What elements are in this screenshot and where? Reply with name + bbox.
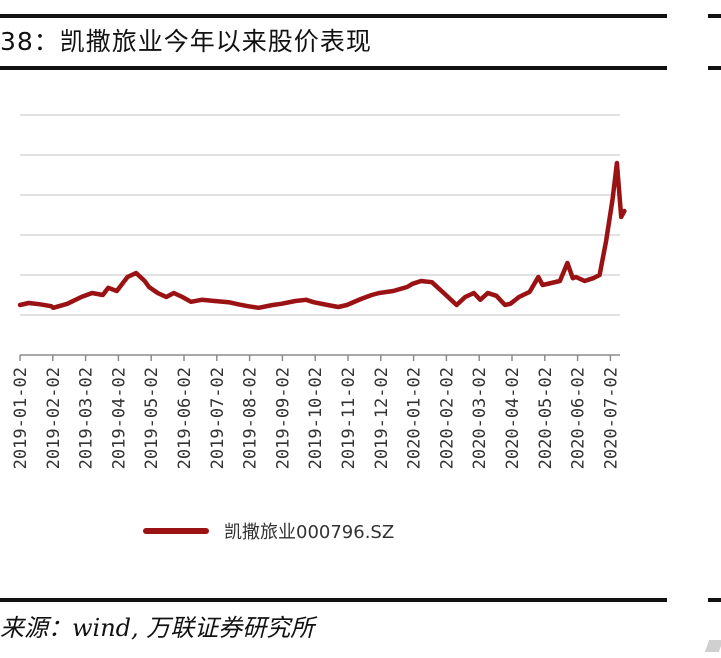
x-tick-label: 2019-01-02 [11, 367, 31, 469]
x-tick-label: 2020-03-02 [470, 367, 490, 469]
x-tick-label: 2019-04-02 [109, 367, 129, 469]
stock-price-chart: 2019-01-02 2019-02-02 2019-03-02 2019-04-02… [11, 114, 627, 543]
x-tick-label: 2020-02-02 [437, 367, 457, 469]
series-layer [17, 160, 627, 311]
x-tick-label: 2019-07-02 [208, 367, 228, 469]
top-rule-right [708, 14, 721, 18]
x-tick-label: 2020-05-02 [536, 367, 556, 469]
x-tick-label: 2019-02-02 [44, 367, 64, 469]
x-tick-label: 2020-06-02 [569, 367, 589, 469]
x-tick-label: 2019-06-02 [175, 367, 195, 469]
x-tick-label: 2019-09-02 [273, 367, 293, 469]
bottom-rule-right [708, 598, 721, 602]
legend: 凯撒旅业000796.SZ [143, 522, 394, 543]
x-tick-label: 2020-07-02 [601, 367, 621, 469]
figure-title: 38：凯撒旅业今年以来股价表现 [0, 27, 372, 56]
x-tick-label: 2020-01-02 [405, 367, 425, 469]
gridlines [20, 114, 620, 316]
top-rule [0, 14, 667, 18]
bottom-rule [0, 598, 667, 602]
title-underline-right [708, 66, 721, 70]
x-axis: 2019-01-02 2019-02-02 2019-03-02 2019-04-02… [11, 354, 621, 469]
title-underline [0, 66, 667, 70]
corner-mark [704, 640, 721, 652]
source-note: 来源：wind, 万联证券研究所 [0, 614, 315, 642]
x-tick-label: 2019-05-02 [142, 367, 162, 469]
legend-label: 凯撒旅业000796.SZ [224, 522, 394, 543]
series-line [17, 160, 627, 311]
x-tick-label: 2020-04-02 [503, 367, 523, 469]
x-tick-label: 2019-11-02 [339, 367, 359, 469]
x-tick-label: 2019-10-02 [306, 367, 326, 469]
x-tick-label: 2019-03-02 [77, 367, 97, 469]
x-tick-label: 2019-12-02 [372, 367, 392, 469]
x-tick-label: 2019-08-02 [241, 367, 261, 469]
